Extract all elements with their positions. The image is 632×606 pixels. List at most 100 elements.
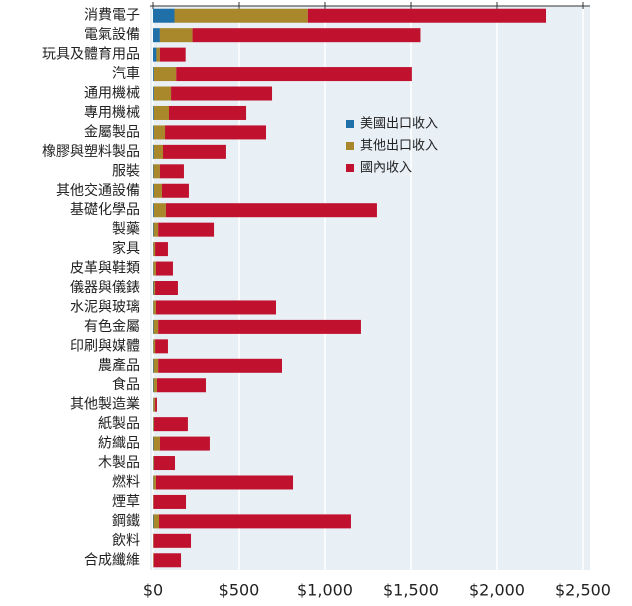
category-label: 其他製造業: [70, 397, 140, 413]
category-label: 金屬製品: [84, 124, 140, 140]
bar-segment: [153, 436, 160, 451]
bar-segment: [154, 417, 188, 432]
bar-segment: [154, 456, 176, 471]
x-tick-label: $500: [219, 581, 260, 600]
bar-segment: [153, 397, 156, 412]
legend-label: 其他出口收入: [360, 139, 438, 154]
category-label: 印刷與媒體: [70, 338, 140, 354]
bar-segment: [153, 144, 163, 159]
bar-segment: [158, 319, 361, 334]
bar-segment: [161, 183, 189, 198]
legend-swatch: [346, 120, 354, 128]
bar-segment: [153, 222, 159, 237]
bar-segment: [153, 553, 182, 568]
bar-segment: [153, 242, 156, 257]
category-label: 紡織品: [98, 436, 140, 452]
category-label: 家具: [112, 240, 140, 257]
bar-segment: [153, 514, 160, 529]
bar-segment: [165, 125, 267, 140]
category-label: 基礎化學品: [70, 201, 140, 218]
category-label: 皮革與鞋類: [70, 261, 140, 277]
category-label: 合成纖維: [84, 552, 140, 568]
category-label: 水泥與玻璃: [70, 298, 140, 315]
category-label: 農產品: [98, 357, 140, 374]
bar-segment: [176, 67, 412, 82]
bar-segment: [153, 67, 154, 82]
bar-segment: [153, 533, 192, 548]
bar-segment: [165, 203, 377, 218]
bar-segment: [153, 125, 166, 140]
bar-segment: [153, 183, 154, 198]
bar-segment: [153, 28, 160, 43]
category-label: 消費電子: [84, 8, 140, 24]
bar-segment: [159, 47, 186, 62]
bar-segment: [153, 358, 159, 373]
bar-segment: [155, 281, 178, 295]
x-tick-label: $2,500: [555, 581, 611, 600]
bar-segment: [155, 397, 157, 412]
bar-segment: [153, 436, 154, 451]
x-tick-label: $0: [143, 581, 163, 600]
category-label: 製藥: [112, 222, 140, 238]
category-label: 食品: [112, 376, 140, 393]
bar-segment: [153, 183, 162, 198]
bar-segment: [159, 164, 184, 179]
bar-segment: [153, 358, 154, 373]
bar-segment: [153, 67, 177, 82]
bar-segment: [153, 514, 154, 529]
bar-segment: [156, 378, 206, 393]
bar-segment: [153, 222, 154, 237]
bar-segment: [158, 358, 282, 373]
bar-segment: [153, 164, 160, 179]
bar-segment: [155, 242, 168, 257]
legend-swatch: [346, 164, 354, 172]
category-label: 有色金屬: [84, 318, 140, 335]
bar-segment: [153, 8, 175, 23]
bar-segment: [153, 378, 154, 393]
bar-segment: [171, 86, 273, 101]
x-tick-label: $2,000: [469, 581, 525, 600]
bar-segment: [155, 339, 168, 354]
bar-segment: [159, 436, 210, 451]
category-label: 玩具及體育用品: [42, 47, 140, 63]
bar-segment: [153, 105, 169, 120]
legend-label: 美國出口收入: [360, 117, 438, 132]
bar-segment: [153, 47, 157, 62]
category-label: 服裝: [112, 163, 140, 179]
category-label: 通用機械: [84, 86, 140, 102]
bar-segment: [153, 417, 155, 432]
category-label: 橡膠與塑料製品: [42, 144, 140, 160]
bar-segment: [155, 300, 276, 315]
bar-segment: [153, 203, 166, 218]
category-label: 專用機械: [84, 105, 140, 121]
bar-segment: [153, 300, 156, 315]
category-label: 紙製品: [98, 416, 140, 432]
legend-swatch: [346, 142, 354, 150]
category-label: 汽車: [112, 65, 140, 82]
bar-segment: [192, 28, 421, 43]
bar-segment: [159, 514, 351, 529]
bar-segment: [153, 339, 156, 354]
bar-segment: [153, 494, 187, 509]
bar-segment: [153, 319, 154, 334]
x-tick-label: $1,000: [297, 581, 353, 600]
category-label: 儀器與儀錶: [70, 280, 140, 296]
bar-segment: [168, 105, 247, 120]
bar-segment: [153, 475, 156, 490]
legend-label: 國內收入: [360, 161, 412, 176]
category-label: 鋼鐵: [112, 512, 140, 529]
category-label: 電氣設備: [84, 27, 140, 43]
bar-segment: [153, 319, 159, 334]
category-label: 飲料: [112, 533, 140, 549]
bar-segment: [153, 456, 155, 471]
bar-segment: [153, 86, 172, 101]
bar-segment: [153, 125, 154, 140]
bar-segment: [162, 144, 226, 159]
bar-segment: [153, 105, 154, 120]
bar-segment: [153, 164, 154, 179]
bar-segment: [174, 8, 308, 23]
x-tick-label: $1,500: [383, 581, 439, 600]
bar-segment: [153, 203, 154, 218]
bar-segment: [153, 281, 156, 295]
